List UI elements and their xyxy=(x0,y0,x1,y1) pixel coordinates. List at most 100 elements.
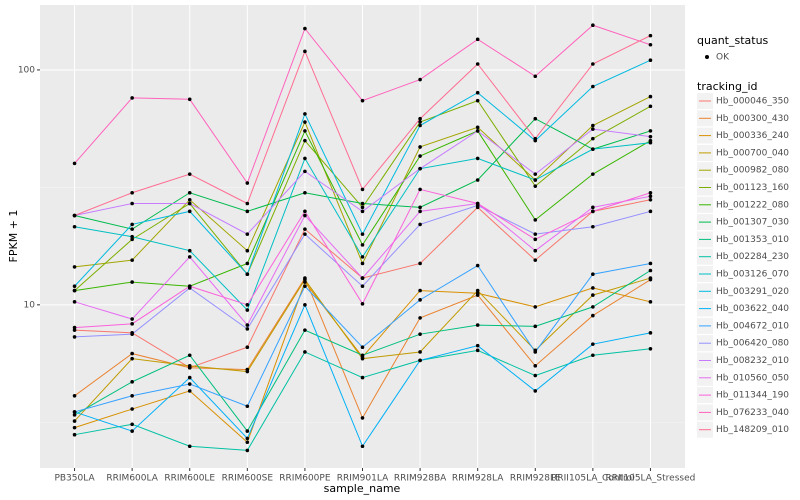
data-point xyxy=(303,209,307,214)
data-point xyxy=(648,134,653,139)
legend-label: Hb_001307_030 xyxy=(716,218,789,228)
data-point xyxy=(648,129,653,133)
data-point xyxy=(187,375,192,380)
data-point xyxy=(72,419,77,423)
data-point xyxy=(303,350,307,354)
data-point xyxy=(475,125,480,130)
data-point xyxy=(187,197,192,202)
data-point xyxy=(418,332,422,336)
legend-label: Hb_002284_230 xyxy=(716,252,789,262)
legend-label: Hb_010560_050 xyxy=(716,373,789,383)
data-point xyxy=(533,237,538,242)
data-point xyxy=(303,156,307,161)
data-point xyxy=(533,248,538,253)
x-axis-title: sample_name xyxy=(324,482,401,495)
data-point xyxy=(418,288,422,293)
data-point xyxy=(130,332,134,336)
data-point xyxy=(245,436,250,441)
data-point xyxy=(360,255,365,259)
data-point xyxy=(245,404,250,409)
data-point xyxy=(591,293,595,297)
data-point xyxy=(72,300,77,304)
data-point xyxy=(303,232,307,236)
data-point xyxy=(245,323,250,327)
data-point xyxy=(648,104,653,109)
data-point xyxy=(72,335,77,339)
data-point xyxy=(360,187,365,192)
legend-label: Hb_008232_010 xyxy=(716,356,789,366)
data-point xyxy=(360,375,365,380)
data-point xyxy=(533,136,538,141)
legend-label: Hb_000300_430 xyxy=(716,114,789,124)
data-point xyxy=(72,213,77,218)
data-point xyxy=(360,276,365,280)
data-point xyxy=(245,440,250,445)
y-tick-label: 100 xyxy=(18,65,35,75)
y-tick-label: 10 xyxy=(24,300,36,310)
data-point xyxy=(245,201,250,206)
data-point xyxy=(72,161,77,166)
data-point xyxy=(130,222,134,227)
data-point xyxy=(533,74,538,79)
data-point xyxy=(475,323,480,327)
data-point xyxy=(591,286,595,290)
legend-label: Hb_001353_010 xyxy=(716,235,789,245)
data-point xyxy=(418,145,422,149)
data-point xyxy=(648,94,653,99)
data-point xyxy=(475,263,480,268)
data-point xyxy=(360,356,365,361)
data-point xyxy=(303,169,307,174)
data-point xyxy=(130,280,134,284)
data-point xyxy=(533,218,538,222)
data-point xyxy=(360,345,365,350)
data-point xyxy=(360,444,365,449)
data-point xyxy=(72,410,77,414)
legend-label: Hb_000982_080 xyxy=(716,166,789,176)
data-point xyxy=(187,389,192,393)
data-point xyxy=(360,416,365,420)
data-point xyxy=(591,127,595,131)
data-point xyxy=(187,382,192,386)
data-point xyxy=(72,284,77,289)
data-point xyxy=(360,201,365,206)
data-point xyxy=(475,178,480,182)
data-point xyxy=(418,154,422,158)
data-point xyxy=(648,300,653,304)
data-point xyxy=(591,136,595,141)
data-point xyxy=(72,393,77,398)
data-point xyxy=(533,184,538,188)
data-point xyxy=(303,49,307,54)
data-point xyxy=(245,232,250,236)
data-point xyxy=(72,265,77,269)
data-point xyxy=(533,364,538,368)
data-point xyxy=(245,303,250,307)
data-point xyxy=(475,201,480,206)
data-point xyxy=(475,37,480,42)
legend-label: Hb_001222_080 xyxy=(716,200,789,210)
data-point xyxy=(130,407,134,411)
data-point xyxy=(648,33,653,38)
data-point xyxy=(475,98,480,103)
data-point xyxy=(303,129,307,133)
data-point xyxy=(591,313,595,318)
data-point xyxy=(187,97,192,102)
legend-key xyxy=(705,55,709,59)
legend-label: Hb_000336_240 xyxy=(716,131,789,141)
data-point xyxy=(130,201,134,206)
legend-label: Hb_001123_160 xyxy=(716,183,789,193)
data-point xyxy=(72,328,77,332)
data-point xyxy=(130,227,134,231)
data-point xyxy=(360,205,365,210)
data-point xyxy=(187,190,192,195)
data-point xyxy=(533,116,538,121)
data-point xyxy=(648,268,653,273)
data-point xyxy=(360,209,365,214)
data-point xyxy=(245,448,250,453)
x-tick-label: RRIM928LE xyxy=(510,474,561,484)
data-point xyxy=(72,425,77,430)
legend-label: Hb_006420_080 xyxy=(716,339,789,349)
legend-label: Hb_011344_190 xyxy=(716,391,789,401)
data-point xyxy=(245,345,250,350)
data-point xyxy=(360,243,365,247)
data-point xyxy=(130,351,134,356)
